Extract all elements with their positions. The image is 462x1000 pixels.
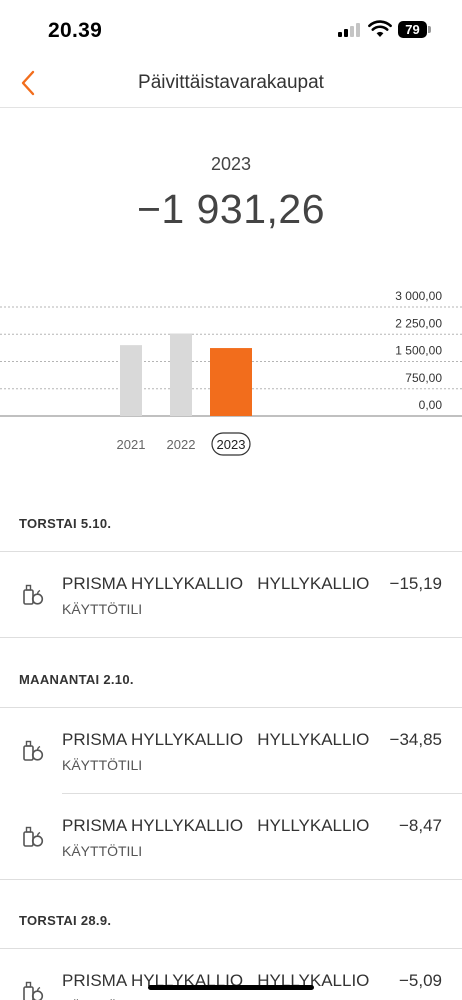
back-button[interactable] [14,66,46,100]
nav-bar: Päivittäistavarakaupat [0,60,462,108]
selected-year-pill[interactable] [211,432,251,456]
cellular-signal-icon [338,23,362,37]
day-label: TORSTAI 5.10. [19,516,112,531]
transaction-amount: −15,19 [389,574,442,593]
status-bar: 20.39 79 [0,0,462,60]
chevron-left-icon [21,70,35,96]
transaction-row[interactable]: PRISMA HYLLYKALLIO HYLLYKALLIO KÄYTTÖTILI… [0,794,462,880]
chart-bar-2022[interactable] [170,333,192,416]
grocery-icon [22,738,44,762]
grocery-icon [22,582,44,606]
battery-icon: 79 [398,21,431,38]
summary-amount: −1 931,26 [136,186,326,232]
status-time: 20.39 [48,19,103,42]
transaction-account: KÄYTTÖTILI [62,757,143,773]
day-header: MAANANTAI 2.10. [0,650,462,708]
grocery-icon [22,824,44,848]
transaction-row[interactable]: PRISMA HYLLYKALLIO HYLLYKALLIOKÄYTTÖTILI… [0,949,462,1000]
transaction-amount: −5,09 [398,971,442,990]
day-header: TORSTAI 5.10. [0,494,462,552]
transaction-account: KÄYTTÖTILI [62,601,143,617]
day-label: MAANANTAI 2.10. [19,672,134,687]
chart-x-tick-label-2022[interactable]: 2022 [167,437,196,452]
chart-y-tick-label: 0,00 [419,398,443,412]
chart-bar-2021[interactable] [120,345,142,416]
chart-x-tick-label-2021[interactable]: 2021 [117,437,146,452]
chart-y-tick-label: 750,00 [405,371,442,385]
yearly-spending-chart: 0,00 750,00 1 500,00 2 250,00 3 000,00 2021 20… [0,289,462,456]
transaction-merchant: PRISMA HYLLYKALLIO HYLLYKALLIO [62,730,370,749]
transaction-row[interactable]: PRISMA HYLLYKALLIO HYLLYKALLIO KÄYTTÖTILI… [0,708,462,794]
transaction-amount: −34,85 [389,730,442,749]
chart-y-tick-label: 1 500,00 [395,344,442,358]
transaction-merchant: PRISMA HYLLYKALLIO HYLLYKALLIO [62,574,370,593]
day-label: TORSTAI 28.9. [19,913,112,928]
chart-x-tick-label-2023[interactable]: 2023 [217,437,246,452]
grocery-icon [22,979,44,1000]
chart-y-tick-label: 2 250,00 [395,316,442,330]
summary-year: 2023 [210,154,252,174]
transaction-amount: −8,47 [398,816,442,835]
wifi-icon [368,20,392,37]
chart-y-tick-label: 3 000,00 [395,289,442,303]
transaction-row[interactable]: PRISMA HYLLYKALLIO HYLLYKALLIO KÄYTTÖTILI… [0,552,462,638]
transaction-merchant: PRISMA HYLLYKALLIO HYLLYKALLIO [62,816,370,835]
day-header: TORSTAI 28.9. [0,891,462,949]
chart-bar-2023[interactable] [210,348,252,416]
page-title: Päivittäistavarakaupat [138,72,324,93]
battery-level: 79 [398,21,427,38]
transaction-account: KÄYTTÖTILI [62,843,143,859]
transaction-account: KÄYTTÖTILI [62,998,142,1000]
home-indicator [148,985,314,990]
